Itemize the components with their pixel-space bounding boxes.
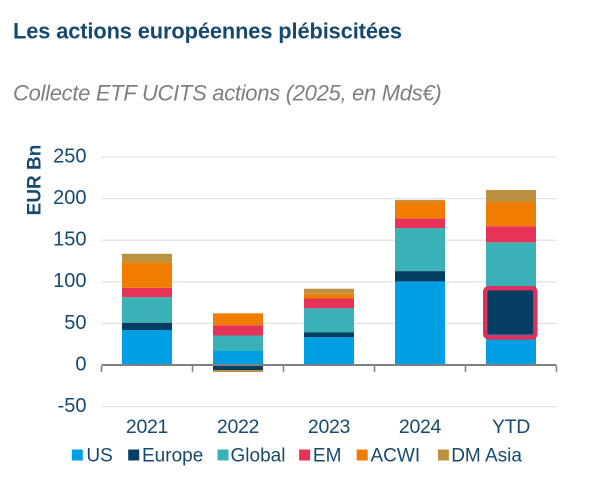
svg-text:DM Asia: DM Asia	[451, 446, 522, 467]
svg-text:250: 250	[53, 145, 86, 167]
svg-text:200: 200	[53, 187, 86, 209]
svg-text:0: 0	[75, 353, 86, 375]
svg-text:Les actions européennes plébis: Les actions européennes plébiscitées	[13, 19, 402, 44]
svg-text:YTD: YTD	[492, 416, 530, 438]
svg-text:Europe: Europe	[142, 446, 203, 467]
svg-text:Collecte ETF UCITS actions (20: Collecte ETF UCITS actions (2025, en Mds…	[13, 80, 441, 105]
svg-text:EM: EM	[313, 446, 342, 467]
svg-text:2023: 2023	[308, 416, 350, 438]
svg-text:50: 50	[64, 312, 86, 334]
svg-text:-50: -50	[58, 395, 87, 417]
svg-text:ACWI: ACWI	[371, 446, 421, 467]
svg-text:2022: 2022	[217, 416, 259, 438]
svg-text:150: 150	[53, 229, 86, 251]
svg-text:EUR Bn: EUR Bn	[25, 145, 46, 216]
svg-text:Global: Global	[231, 446, 286, 467]
svg-text:2021: 2021	[126, 416, 168, 438]
svg-text:2024: 2024	[399, 416, 442, 438]
svg-text:100: 100	[53, 270, 86, 292]
svg-text:US: US	[86, 446, 112, 467]
